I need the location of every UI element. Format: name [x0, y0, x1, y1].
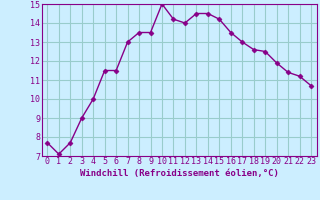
X-axis label: Windchill (Refroidissement éolien,°C): Windchill (Refroidissement éolien,°C)	[80, 169, 279, 178]
